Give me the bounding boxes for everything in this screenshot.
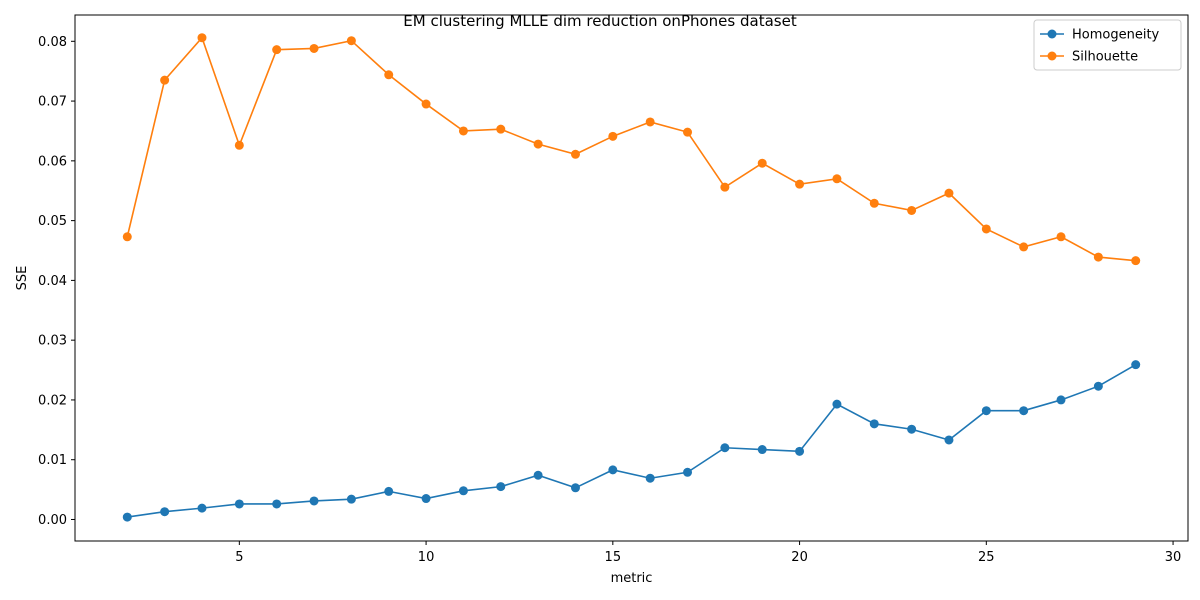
x-tick-label: 30 bbox=[1165, 550, 1182, 565]
data-point-homogeneity bbox=[869, 419, 879, 429]
data-point-homogeneity bbox=[234, 499, 244, 509]
data-point-silhouette bbox=[1019, 242, 1029, 252]
data-point-silhouette bbox=[1093, 252, 1103, 262]
data-point-homogeneity bbox=[1131, 360, 1141, 370]
data-point-homogeneity bbox=[757, 445, 767, 455]
legend: Homogeneity Silhouette bbox=[1033, 19, 1182, 71]
data-point-silhouette bbox=[272, 45, 282, 55]
data-point-silhouette bbox=[608, 131, 618, 141]
series-silhouette bbox=[122, 33, 1141, 266]
data-point-silhouette bbox=[1131, 256, 1141, 266]
x-axis-label: metric bbox=[611, 571, 653, 586]
data-point-silhouette bbox=[832, 174, 842, 184]
y-tick-label: 0.00 bbox=[38, 513, 67, 528]
y-axis: 0.00 0.01 0.02 0.03 0.04 0.05 0.06 0.07 0.08 bbox=[38, 35, 75, 528]
data-point-homogeneity bbox=[346, 494, 356, 504]
data-point-silhouette bbox=[645, 117, 655, 127]
data-point-homogeneity bbox=[683, 467, 693, 477]
data-point-silhouette bbox=[907, 205, 917, 215]
data-point-homogeneity bbox=[1019, 406, 1029, 416]
series-line-silhouette bbox=[126, 36, 1136, 262]
data-point-silhouette bbox=[346, 36, 356, 46]
data-point-homogeneity bbox=[608, 465, 618, 475]
data-point-homogeneity bbox=[421, 494, 431, 504]
data-point-homogeneity bbox=[944, 435, 954, 445]
legend-box bbox=[1033, 19, 1182, 71]
x-tick-label: 25 bbox=[978, 550, 995, 565]
data-point-silhouette bbox=[309, 43, 319, 53]
x-tick-label: 5 bbox=[235, 550, 243, 565]
data-point-silhouette bbox=[160, 75, 170, 85]
y-tick-label: 0.02 bbox=[38, 393, 67, 408]
data-point-homogeneity bbox=[981, 406, 991, 416]
data-point-silhouette bbox=[720, 182, 730, 192]
y-tick-label: 0.01 bbox=[38, 453, 67, 468]
legend-label-homogeneity: Homogeneity bbox=[1072, 28, 1160, 43]
data-point-homogeneity bbox=[1056, 395, 1066, 405]
data-point-homogeneity bbox=[570, 483, 580, 493]
y-tick-label: 0.06 bbox=[38, 154, 67, 169]
plot-frame bbox=[74, 14, 1189, 542]
data-point-silhouette bbox=[683, 127, 693, 137]
data-point-silhouette bbox=[533, 139, 543, 149]
plot-area bbox=[75, 15, 1188, 541]
x-axis: 5 10 15 20 25 30 bbox=[235, 541, 1181, 565]
data-point-silhouette bbox=[234, 140, 244, 150]
data-point-homogeneity bbox=[309, 496, 319, 506]
y-tick-label: 0.08 bbox=[38, 35, 67, 50]
data-point-silhouette bbox=[869, 198, 879, 208]
x-tick-label: 15 bbox=[605, 550, 622, 565]
x-tick-label: 10 bbox=[418, 550, 435, 565]
data-point-silhouette bbox=[122, 232, 132, 242]
y-tick-label: 0.07 bbox=[38, 95, 67, 110]
data-point-homogeneity bbox=[795, 446, 805, 456]
data-point-homogeneity bbox=[384, 486, 394, 496]
data-point-homogeneity bbox=[458, 486, 468, 496]
data-point-homogeneity bbox=[160, 507, 170, 517]
data-point-silhouette bbox=[458, 126, 468, 136]
data-point-homogeneity bbox=[272, 499, 282, 509]
data-point-silhouette bbox=[384, 70, 394, 80]
data-point-silhouette bbox=[570, 149, 580, 159]
data-point-homogeneity bbox=[496, 482, 506, 492]
data-point-homogeneity bbox=[832, 399, 842, 409]
series-layer bbox=[122, 33, 1141, 522]
data-point-homogeneity bbox=[122, 512, 132, 522]
chart-title: EM clustering MLLE dim reduction onPhone… bbox=[403, 12, 797, 30]
data-point-homogeneity bbox=[645, 473, 655, 483]
data-point-silhouette bbox=[197, 33, 207, 43]
y-tick-label: 0.04 bbox=[38, 274, 67, 289]
data-point-silhouette bbox=[1056, 232, 1066, 242]
data-point-homogeneity bbox=[197, 503, 207, 513]
series-homogeneity bbox=[122, 360, 1141, 522]
data-point-silhouette bbox=[795, 179, 805, 189]
data-point-silhouette bbox=[421, 99, 431, 109]
legend-marker-silhouette bbox=[1047, 51, 1057, 61]
x-tick-label: 20 bbox=[791, 550, 808, 565]
legend-label-silhouette: Silhouette bbox=[1072, 50, 1138, 65]
data-point-homogeneity bbox=[533, 470, 543, 480]
data-point-homogeneity bbox=[907, 424, 917, 434]
y-axis-label: SSE bbox=[15, 266, 30, 291]
y-tick-label: 0.03 bbox=[38, 334, 67, 349]
y-tick-label: 0.05 bbox=[38, 214, 67, 229]
data-point-silhouette bbox=[981, 224, 991, 234]
legend-marker-homogeneity bbox=[1047, 29, 1057, 39]
data-point-silhouette bbox=[496, 124, 506, 134]
data-point-homogeneity bbox=[1093, 381, 1103, 391]
data-point-silhouette bbox=[757, 158, 767, 168]
data-point-silhouette bbox=[944, 188, 954, 198]
series-line-homogeneity bbox=[127, 363, 1137, 518]
data-point-homogeneity bbox=[720, 443, 730, 453]
